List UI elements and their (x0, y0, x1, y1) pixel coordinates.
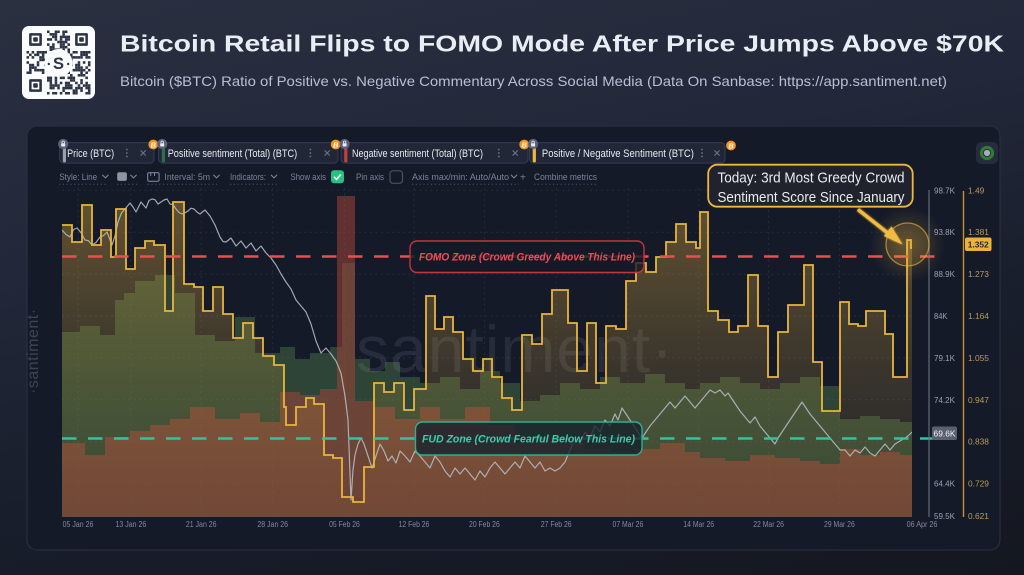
svg-text:21 Jan 26: 21 Jan 26 (186, 520, 217, 529)
svg-text:1.055: 1.055 (968, 353, 989, 363)
svg-text:59.5K: 59.5K (934, 511, 955, 521)
svg-text:98.7K: 98.7K (934, 185, 955, 195)
svg-text:Indicators:: Indicators: (230, 172, 266, 182)
svg-text:·santiment·: ·santiment· (25, 308, 42, 394)
svg-text:Today: 3rd Most Greedy Crowd: Today: 3rd Most Greedy Crowd (718, 170, 905, 187)
svg-text:07 Mar 26: 07 Mar 26 (613, 520, 644, 529)
svg-text:28 Jan 26: 28 Jan 26 (257, 520, 288, 529)
svg-text:B: B (522, 140, 528, 149)
svg-text:+: + (520, 173, 526, 184)
svg-text:22 Mar 26: 22 Mar 26 (753, 520, 784, 529)
svg-text:Style: Line: Style: Line (59, 172, 97, 182)
svg-text:05 Jan 26: 05 Jan 26 (63, 520, 94, 529)
svg-text:S: S (53, 55, 64, 73)
svg-text:1.49: 1.49 (968, 185, 985, 195)
svg-text:06 Apr 26: 06 Apr 26 (907, 520, 938, 529)
svg-text:Pin axis: Pin axis (356, 172, 385, 182)
svg-text:Show axis: Show axis (291, 172, 327, 182)
svg-text:12 Feb 26: 12 Feb 26 (399, 520, 430, 529)
svg-text:29 Mar 26: 29 Mar 26 (824, 520, 855, 529)
svg-text:79.1K: 79.1K (934, 353, 955, 363)
svg-text:Bitcoin Retail Flips to FOMO M: Bitcoin Retail Flips to FOMO Mode After … (120, 31, 1004, 57)
svg-text:1.352: 1.352 (968, 240, 989, 250)
svg-text:0.729: 0.729 (968, 479, 989, 489)
svg-text:0.838: 0.838 (968, 437, 989, 447)
svg-text:Positive sentiment (Total) (BT: Positive sentiment (Total) (BTC) (168, 148, 298, 160)
svg-text:Bitcoin ($BTC) Ratio of Positi: Bitcoin ($BTC) Ratio of Positive vs. Neg… (120, 74, 947, 89)
svg-text:88.9K: 88.9K (934, 269, 955, 279)
svg-text:93.8K: 93.8K (934, 227, 955, 237)
svg-text:0.621: 0.621 (968, 511, 989, 521)
svg-text:14 Mar 26: 14 Mar 26 (683, 520, 714, 529)
svg-text:84K: 84K (934, 311, 948, 321)
svg-text:Axis max/min: Auto/Auto: Axis max/min: Auto/Auto (412, 172, 509, 182)
svg-text:B: B (333, 140, 339, 149)
svg-text:Positive / Negative Sentiment: Positive / Negative Sentiment (BTC) (542, 148, 694, 160)
svg-text:FUD Zone (Crowd Fearful Below: FUD Zone (Crowd Fearful Below This Line) (422, 434, 635, 446)
svg-text:FOMO Zone (Crowd Greedy Above: FOMO Zone (Crowd Greedy Above This Line) (419, 252, 635, 264)
svg-text:Interval: 5m: Interval: 5m (164, 172, 210, 182)
svg-text:B: B (728, 141, 734, 150)
svg-text:74.2K: 74.2K (934, 395, 955, 405)
svg-text:Price (BTC): Price (BTC) (67, 148, 114, 160)
svg-text:1.381: 1.381 (968, 227, 989, 237)
svg-text:B: B (151, 140, 157, 149)
svg-text:64.4K: 64.4K (934, 479, 955, 489)
svg-text:1.164: 1.164 (968, 311, 989, 321)
svg-text:Combine metrics: Combine metrics (534, 172, 598, 182)
svg-text:1.273: 1.273 (968, 269, 989, 279)
svg-text:Sentiment Score Since January: Sentiment Score Since January (718, 189, 905, 206)
svg-text:05 Feb 26: 05 Feb 26 (329, 520, 360, 529)
svg-text:0.947: 0.947 (968, 395, 989, 405)
svg-text:Negative sentiment (Total) (BT: Negative sentiment (Total) (BTC) (352, 148, 483, 160)
svg-text:20 Feb 26: 20 Feb 26 (469, 520, 500, 529)
svg-text:13 Jan 26: 13 Jan 26 (116, 520, 147, 529)
svg-text:27 Feb 26: 27 Feb 26 (541, 520, 572, 529)
svg-text:69.6K: 69.6K (934, 429, 956, 439)
